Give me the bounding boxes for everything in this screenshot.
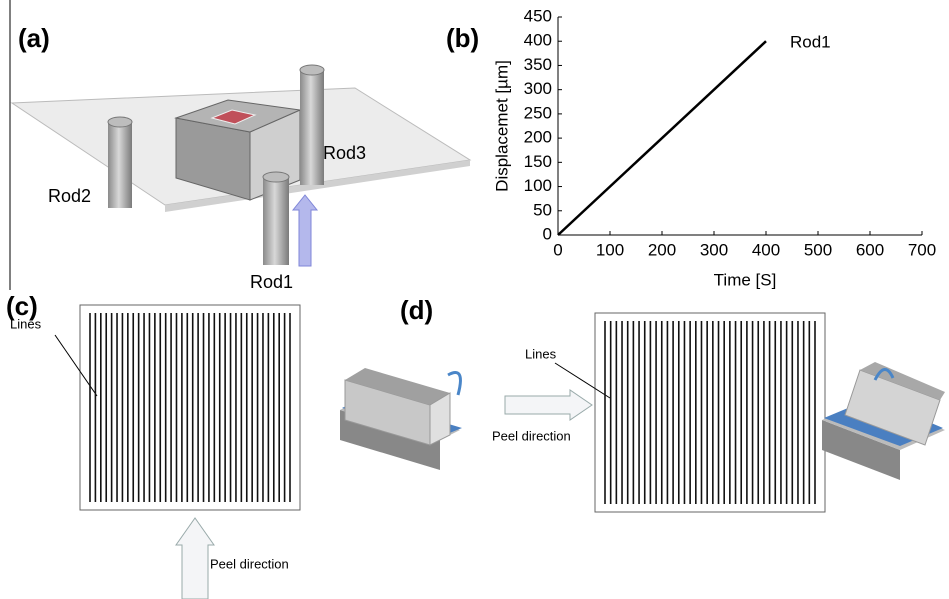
peel-arrow bbox=[175, 517, 215, 599]
rod-top bbox=[107, 116, 133, 128]
y-tick-label: 200 bbox=[524, 128, 552, 147]
x-tick-label: 200 bbox=[648, 240, 676, 259]
panel-label: (d) bbox=[400, 295, 433, 325]
rod-label: Rod3 bbox=[323, 143, 366, 163]
plate-edge bbox=[165, 160, 470, 212]
x-tick-label: 500 bbox=[804, 240, 832, 259]
panel-label: (a) bbox=[18, 23, 50, 53]
x-tick-label: 600 bbox=[856, 240, 884, 259]
push-arrow bbox=[291, 194, 319, 267]
y-axis-title: Displacemet [µm] bbox=[492, 60, 511, 192]
rod bbox=[300, 70, 324, 185]
y-tick-label: 100 bbox=[524, 176, 552, 195]
line-pattern bbox=[79, 304, 301, 511]
peel-arrow bbox=[504, 389, 593, 421]
rod-top bbox=[299, 64, 325, 76]
y-tick-label: 300 bbox=[524, 79, 552, 98]
panel-label: (b) bbox=[446, 23, 479, 53]
data-line bbox=[557, 40, 767, 236]
x-axis-title: Time [S] bbox=[714, 270, 777, 289]
rod-label: Rod2 bbox=[48, 186, 91, 206]
pointer bbox=[554, 362, 611, 399]
peel-label: Peel direction bbox=[492, 428, 571, 443]
chart: (b) 0 50 100 150 200 250 300 350 400 450 0 100 200 300… bbox=[446, 6, 936, 289]
x-tick-label: 300 bbox=[700, 240, 728, 259]
y-tick-label: 400 bbox=[524, 31, 552, 50]
peel-label: Peel direction bbox=[210, 556, 289, 571]
panel-label: (c) bbox=[6, 291, 38, 321]
peel-illustration bbox=[340, 368, 462, 470]
y-tick-label: 350 bbox=[524, 55, 552, 74]
y-tick-label: 0 bbox=[543, 224, 552, 243]
rod bbox=[108, 122, 132, 208]
lines-label: Lines bbox=[10, 316, 42, 331]
x-tick-label: 100 bbox=[596, 240, 624, 259]
x-tick-label: 0 bbox=[553, 240, 562, 259]
x-tick-label: 700 bbox=[908, 240, 936, 259]
y-tick-label: 250 bbox=[524, 103, 552, 122]
y-tick-label: 150 bbox=[524, 152, 552, 171]
series-label: Rod1 bbox=[790, 33, 831, 52]
chip bbox=[210, 109, 257, 125]
x-tick-label: 400 bbox=[752, 240, 780, 259]
rod-top bbox=[262, 171, 290, 183]
y-tick-label: 50 bbox=[533, 200, 552, 219]
lines-label: Lines bbox=[525, 346, 557, 361]
rod-label: Rod1 bbox=[250, 272, 293, 292]
y-tick-label: 450 bbox=[524, 6, 552, 25]
line-pattern bbox=[594, 312, 826, 513]
rod bbox=[263, 177, 289, 265]
peel-illustration bbox=[822, 362, 945, 480]
